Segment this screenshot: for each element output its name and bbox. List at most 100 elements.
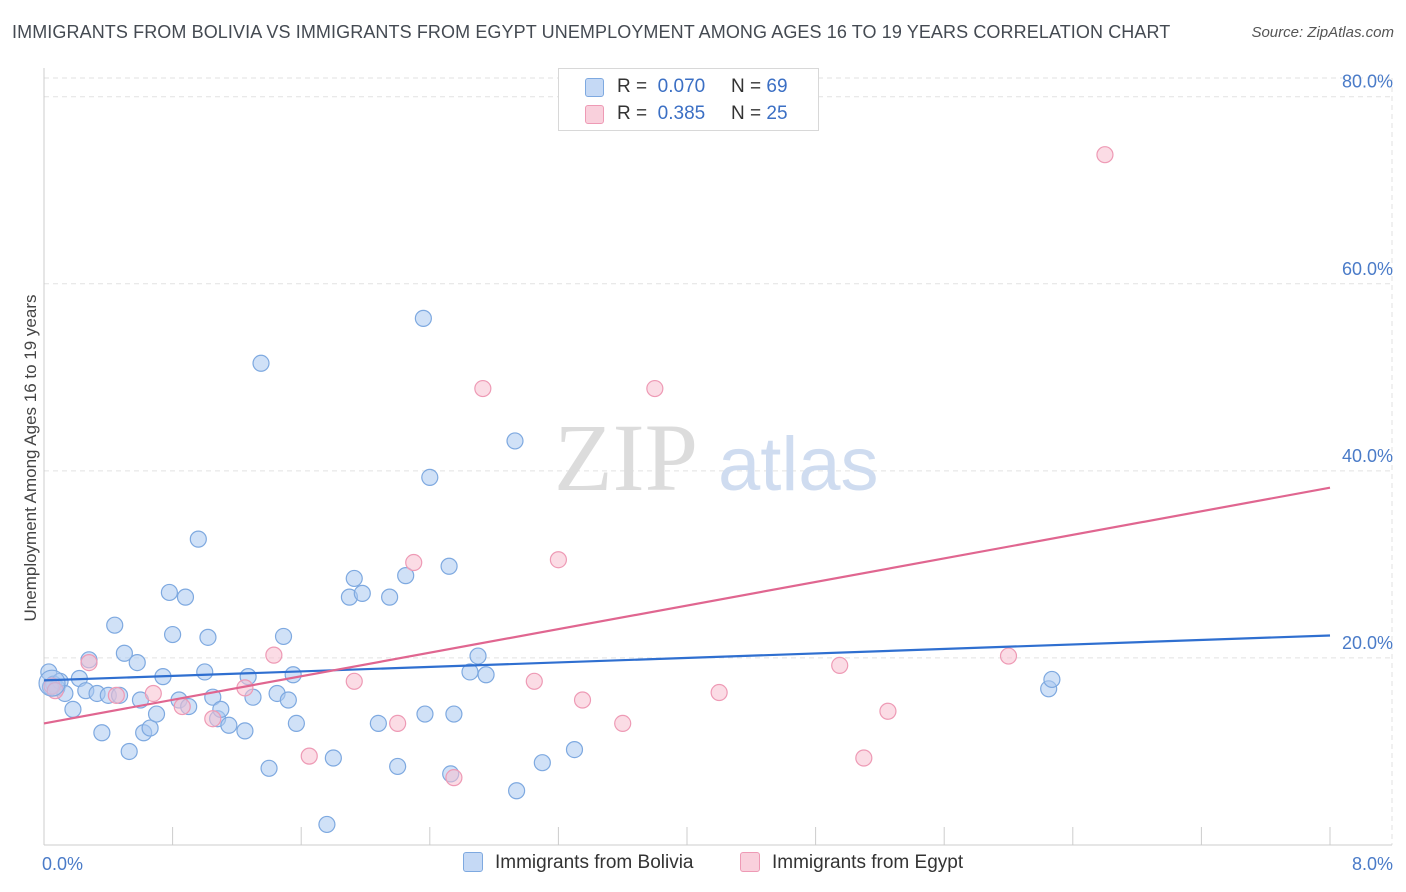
point-bolivia-28 — [196, 663, 214, 681]
legend-n-value-bolivia: 69 — [766, 76, 788, 97]
point-bolivia-49 — [369, 714, 387, 733]
watermark-zip: ZIP — [554, 404, 698, 511]
legend-swatch-egypt — [585, 105, 604, 124]
point-bolivia-10 — [93, 724, 111, 742]
point-bolivia-61 — [477, 666, 495, 684]
point-bolivia-41 — [279, 691, 297, 709]
grid-lines — [44, 77, 1393, 845]
watermark: ZIP atlas — [554, 404, 879, 511]
point-bolivia-37 — [252, 354, 270, 372]
source-credit: Source: ZipAtlas.com — [1251, 24, 1394, 41]
point-bolivia-48 — [353, 584, 371, 602]
point-bolivia-38 — [260, 759, 278, 777]
legend-r-value-bolivia: 0.070 — [657, 76, 706, 97]
trend-lines — [43, 486, 1331, 725]
point-egypt-5 — [173, 697, 191, 716]
bottom-legend-label-egypt: Immigrants from Egypt — [772, 852, 964, 873]
point-egypt-14 — [474, 379, 492, 398]
point-bolivia-5 — [64, 700, 82, 718]
point-bolivia-67 — [1043, 670, 1061, 689]
point-egypt-19 — [646, 379, 664, 398]
point-bolivia-65 — [565, 740, 584, 759]
x-tick-label-end: 8.0% — [1352, 854, 1393, 874]
point-cluster-origin — [38, 669, 66, 697]
legend-r-value-egypt: 0.385 — [657, 103, 706, 124]
watermark-atlas: atlas — [718, 422, 879, 507]
point-egypt-17 — [573, 691, 592, 709]
point-bolivia-58 — [445, 705, 463, 723]
axes — [43, 68, 1392, 846]
correlation-legend: R = 0.070 N = 69 R = 0.385 N = 25 — [558, 68, 819, 131]
point-bolivia-20 — [147, 705, 166, 723]
point-bolivia-14 — [115, 644, 133, 662]
point-egypt-9 — [300, 747, 318, 765]
bottom-legend-bolivia: Immigrants from Bolivia — [463, 852, 694, 874]
point-egypt-25 — [1096, 146, 1114, 164]
point-bolivia-56 — [440, 557, 458, 575]
bottom-legend-swatch-egypt — [740, 852, 760, 872]
point-bolivia-63 — [508, 782, 526, 800]
point-egypt-15 — [525, 672, 543, 690]
chart-title: IMMIGRANTS FROM BOLIVIA VS IMMIGRANTS FR… — [12, 22, 1171, 42]
point-bolivia-23 — [164, 625, 182, 644]
legend-swatch-bolivia — [585, 78, 604, 97]
point-egypt-18 — [614, 714, 632, 733]
point-bolivia-15 — [120, 742, 138, 761]
point-bolivia-47 — [345, 569, 363, 588]
point-bolivia-54 — [416, 705, 434, 723]
point-egypt-23 — [879, 702, 897, 720]
point-egypt-10 — [345, 672, 363, 690]
point-bolivia-34 — [236, 722, 254, 740]
legend-n-value-egypt: 25 — [766, 103, 788, 124]
point-egypt-20 — [710, 683, 728, 702]
y-axis-label: Unemployment Among Ages 16 to 19 years — [21, 295, 40, 622]
point-egypt-16 — [549, 551, 568, 569]
legend-n-label: N = — [731, 103, 762, 124]
legend-r-label: R = — [617, 103, 648, 124]
point-egypt-8 — [265, 646, 283, 664]
point-bolivia-44 — [324, 749, 342, 767]
point-bolivia-40 — [274, 627, 293, 646]
point-bolivia-42 — [284, 666, 302, 684]
point-egypt-12 — [405, 553, 423, 572]
point-bolivia-51 — [389, 757, 407, 776]
point-bolivia-22 — [160, 583, 178, 602]
point-egypt-11 — [389, 714, 407, 733]
point-egypt-4 — [144, 684, 162, 703]
point-egypt-13 — [445, 769, 463, 787]
point-bolivia-55 — [421, 468, 439, 487]
x-tick-label-start: 0.0% — [42, 854, 83, 874]
point-bolivia-27 — [189, 530, 207, 548]
point-egypt-22 — [855, 749, 873, 767]
point-bolivia-29 — [199, 628, 217, 646]
point-bolivia-50 — [381, 588, 399, 606]
point-bolivia-33 — [220, 716, 238, 734]
tick-labels: 20.0% 40.0% 60.0% 80.0% 0.0% 8.0% — [42, 72, 1393, 874]
legend-n-label: N = — [731, 76, 762, 97]
point-egypt-21 — [831, 656, 849, 675]
y-tick-label-60: 60.0% — [1342, 259, 1393, 279]
point-bolivia-19 — [141, 719, 159, 737]
bottom-legend-swatch-bolivia — [463, 852, 483, 872]
point-bolivia-62 — [506, 432, 524, 450]
point-egypt-3 — [107, 686, 125, 704]
trend-line-egypt — [43, 486, 1331, 725]
bottom-legend-label-bolivia: Immigrants from Bolivia — [495, 852, 694, 873]
legend-r-label: R = — [617, 76, 648, 97]
y-tick-label-40: 40.0% — [1342, 446, 1393, 466]
point-bolivia-43 — [287, 714, 305, 733]
point-egypt-2 — [80, 654, 98, 672]
point-bolivia-16 — [128, 654, 146, 672]
trend-line-bolivia — [43, 634, 1331, 682]
point-egypt-24 — [999, 647, 1018, 665]
point-bolivia-45 — [318, 815, 336, 834]
point-bolivia-64 — [533, 754, 551, 772]
y-tick-label-80: 80.0% — [1342, 72, 1393, 92]
point-bolivia-52 — [397, 567, 415, 585]
point-egypt-6 — [204, 710, 222, 728]
bottom-legend-egypt: Immigrants from Egypt — [740, 852, 963, 874]
point-bolivia-25 — [176, 588, 195, 606]
scatter-points — [38, 146, 1114, 834]
point-bolivia-53 — [414, 309, 432, 327]
